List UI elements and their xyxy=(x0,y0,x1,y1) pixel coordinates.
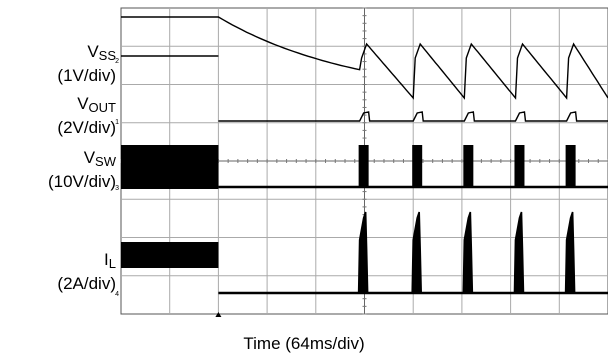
trace-il-burst xyxy=(564,211,576,294)
vout-name: V xyxy=(77,94,89,113)
trace-vsw-burst xyxy=(565,145,576,188)
trace-vsw-burst xyxy=(358,145,369,188)
trace-vss xyxy=(121,16,608,100)
channel-marker-4: 4 xyxy=(115,291,119,298)
vsw-name: V xyxy=(83,148,96,167)
trace-il-burst xyxy=(411,211,422,294)
trace-il-burst xyxy=(357,211,369,294)
trigger-marker xyxy=(215,312,222,317)
trace-vsw-burst xyxy=(514,145,525,188)
channel-marker-1: 1 xyxy=(115,119,119,126)
label-il: IL (2A/div) xyxy=(57,250,116,294)
trace-il-switching-block xyxy=(121,242,219,268)
label-vss: VSS (1V/div) xyxy=(57,42,116,86)
x-axis-label: Time (64ms/div) xyxy=(243,334,365,353)
vout-scale: (2V/div) xyxy=(57,118,116,137)
channel-markers: 2 1 3 4 xyxy=(115,58,119,298)
scope-traces xyxy=(121,16,608,295)
channel-marker-2: 2 xyxy=(115,58,119,65)
vsw-sub: SW xyxy=(95,154,116,169)
oscilloscope-chart: 2 1 3 4 xyxy=(115,7,608,317)
label-vsw: VSW (10V/div) xyxy=(48,148,116,192)
label-vout: VOUT (2V/div) xyxy=(57,94,116,138)
trace-il-burst xyxy=(513,211,525,294)
il-scale: (2A/div) xyxy=(57,274,116,293)
trace-vout xyxy=(218,111,608,122)
trace-vsw-switching-block xyxy=(121,145,219,189)
vsw-scale: (10V/div) xyxy=(47,172,116,191)
vout-sub: OUT xyxy=(88,100,116,115)
trace-il-burst xyxy=(462,211,474,294)
vss-scale: (1V/div) xyxy=(57,66,116,85)
trace-vsw-burst xyxy=(412,145,423,188)
channel-marker-3: 3 xyxy=(115,185,119,192)
vss-sub: SS xyxy=(98,48,116,63)
trace-vsw-burst xyxy=(463,145,474,188)
il-sub: L xyxy=(108,256,116,271)
vss-name: V xyxy=(87,42,99,61)
il-name: I xyxy=(104,250,109,269)
